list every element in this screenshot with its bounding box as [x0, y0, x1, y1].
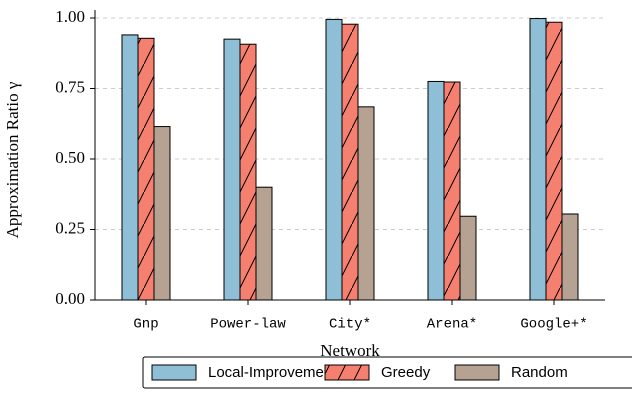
y-tick-label: 1.00	[55, 7, 85, 26]
legend-box	[142, 356, 632, 389]
bar-hatch	[138, 38, 154, 300]
bar	[357, 106, 375, 301]
bar-hatch	[546, 22, 562, 300]
bar-hatch	[240, 44, 256, 301]
legend-label: Greedy	[381, 364, 431, 381]
legend-hatch	[325, 365, 369, 380]
bar	[529, 18, 547, 301]
x-tick-label: City*	[329, 317, 371, 333]
y-tick-label: 0.00	[55, 289, 85, 308]
bar-hatch	[444, 82, 460, 300]
legend-label: Local-Improvement	[208, 364, 337, 381]
bar	[153, 126, 171, 301]
y-axis-label: Approximation Ratio γ	[3, 81, 22, 238]
x-tick-label: Gnp	[133, 317, 158, 333]
bar	[255, 186, 273, 301]
y-tick-label: 0.75	[55, 77, 85, 96]
x-tick-label: Arena*	[427, 317, 477, 333]
legend-swatch	[151, 364, 197, 381]
bar	[459, 215, 477, 301]
bar	[561, 213, 579, 301]
bar-hatch	[342, 24, 358, 300]
y-tick-label: 0.50	[55, 148, 85, 167]
x-axis-label: Network	[320, 341, 380, 360]
y-tick-label: 0.25	[55, 218, 85, 237]
legend-label: Random	[511, 364, 568, 381]
x-tick-label: Power-law	[210, 317, 286, 333]
bar	[223, 38, 241, 301]
bar	[427, 80, 445, 301]
bar	[121, 34, 139, 301]
x-tick-label: Google+*	[520, 317, 587, 333]
bar	[325, 18, 343, 301]
legend-swatch	[454, 364, 500, 381]
